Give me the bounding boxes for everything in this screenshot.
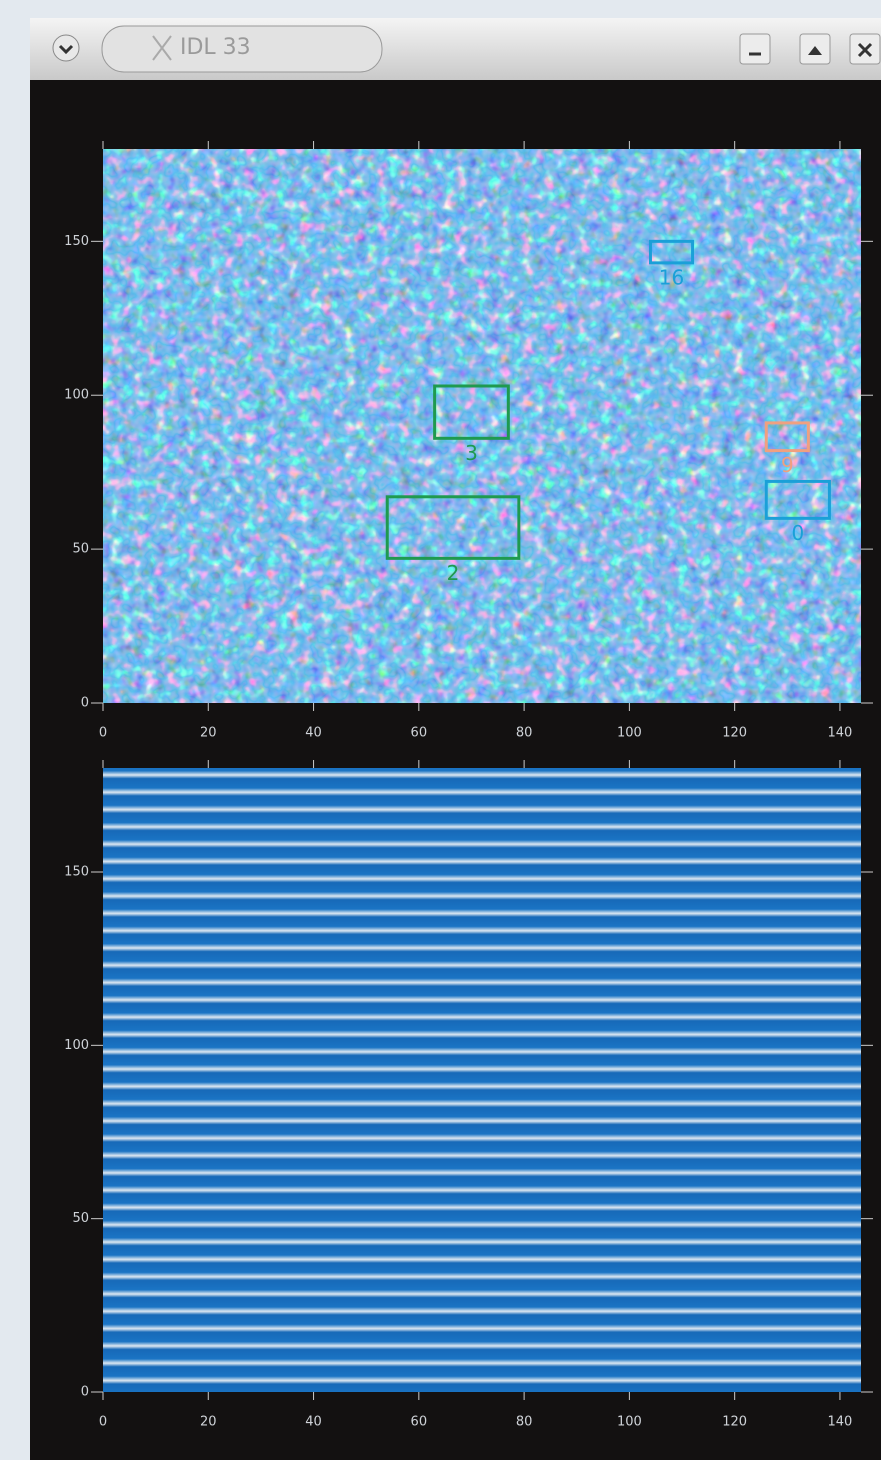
region-label: 9 bbox=[781, 453, 794, 477]
y-tick-label: 0 bbox=[81, 1385, 89, 1400]
y-tick-label: 100 bbox=[64, 388, 89, 403]
x-tick-label: 80 bbox=[516, 726, 533, 741]
x-tick-label: 100 bbox=[617, 726, 642, 741]
x-tick-label: 140 bbox=[828, 1415, 853, 1430]
x-tick-label: 80 bbox=[516, 1415, 533, 1430]
x-tick-label: 120 bbox=[722, 1415, 747, 1430]
x-tick-label: 20 bbox=[200, 726, 217, 741]
region-label: 16 bbox=[659, 265, 684, 289]
region-label: 2 bbox=[447, 561, 460, 585]
x-tick-label: 60 bbox=[411, 726, 428, 741]
x-tick-label: 120 bbox=[722, 726, 747, 741]
window-title: IDL 33 bbox=[180, 35, 251, 60]
region-label: 0 bbox=[791, 521, 804, 545]
region-label: 3 bbox=[465, 441, 478, 465]
x-tick-label: 40 bbox=[305, 726, 322, 741]
x-tick-label: 140 bbox=[828, 726, 853, 741]
x-tick-label: 0 bbox=[99, 726, 107, 741]
y-tick-label: 50 bbox=[72, 542, 89, 557]
x-tick-label: 20 bbox=[200, 1415, 217, 1430]
y-tick-label: 150 bbox=[64, 234, 89, 249]
image bbox=[103, 149, 861, 703]
plot-bottom: 0 20 40 60 80 100 120 140 0 50 100 150 bbox=[64, 760, 873, 1430]
x-tick-label: 40 bbox=[305, 1415, 322, 1430]
x-tick-label: 0 bbox=[99, 1415, 107, 1430]
y-tick-label: 0 bbox=[81, 696, 89, 711]
plot-top: 0 20 40 60 80 100 120 140 0 50 100 150 3 2 9 0 16 bbox=[64, 141, 873, 741]
minimize-button[interactable] bbox=[740, 34, 770, 64]
y-tick-label: 100 bbox=[64, 1038, 89, 1053]
screen: IDL 33 0 20 40 60 80 100 120 140 0 50 100 150 3 2 9 0 16… bbox=[0, 0, 881, 1460]
x-tick-label: 60 bbox=[411, 1415, 428, 1430]
y-tick-label: 150 bbox=[64, 865, 89, 880]
image bbox=[103, 768, 861, 1392]
menu-button[interactable] bbox=[53, 35, 79, 61]
y-tick-label: 50 bbox=[72, 1211, 89, 1226]
x-tick-label: 100 bbox=[617, 1415, 642, 1430]
